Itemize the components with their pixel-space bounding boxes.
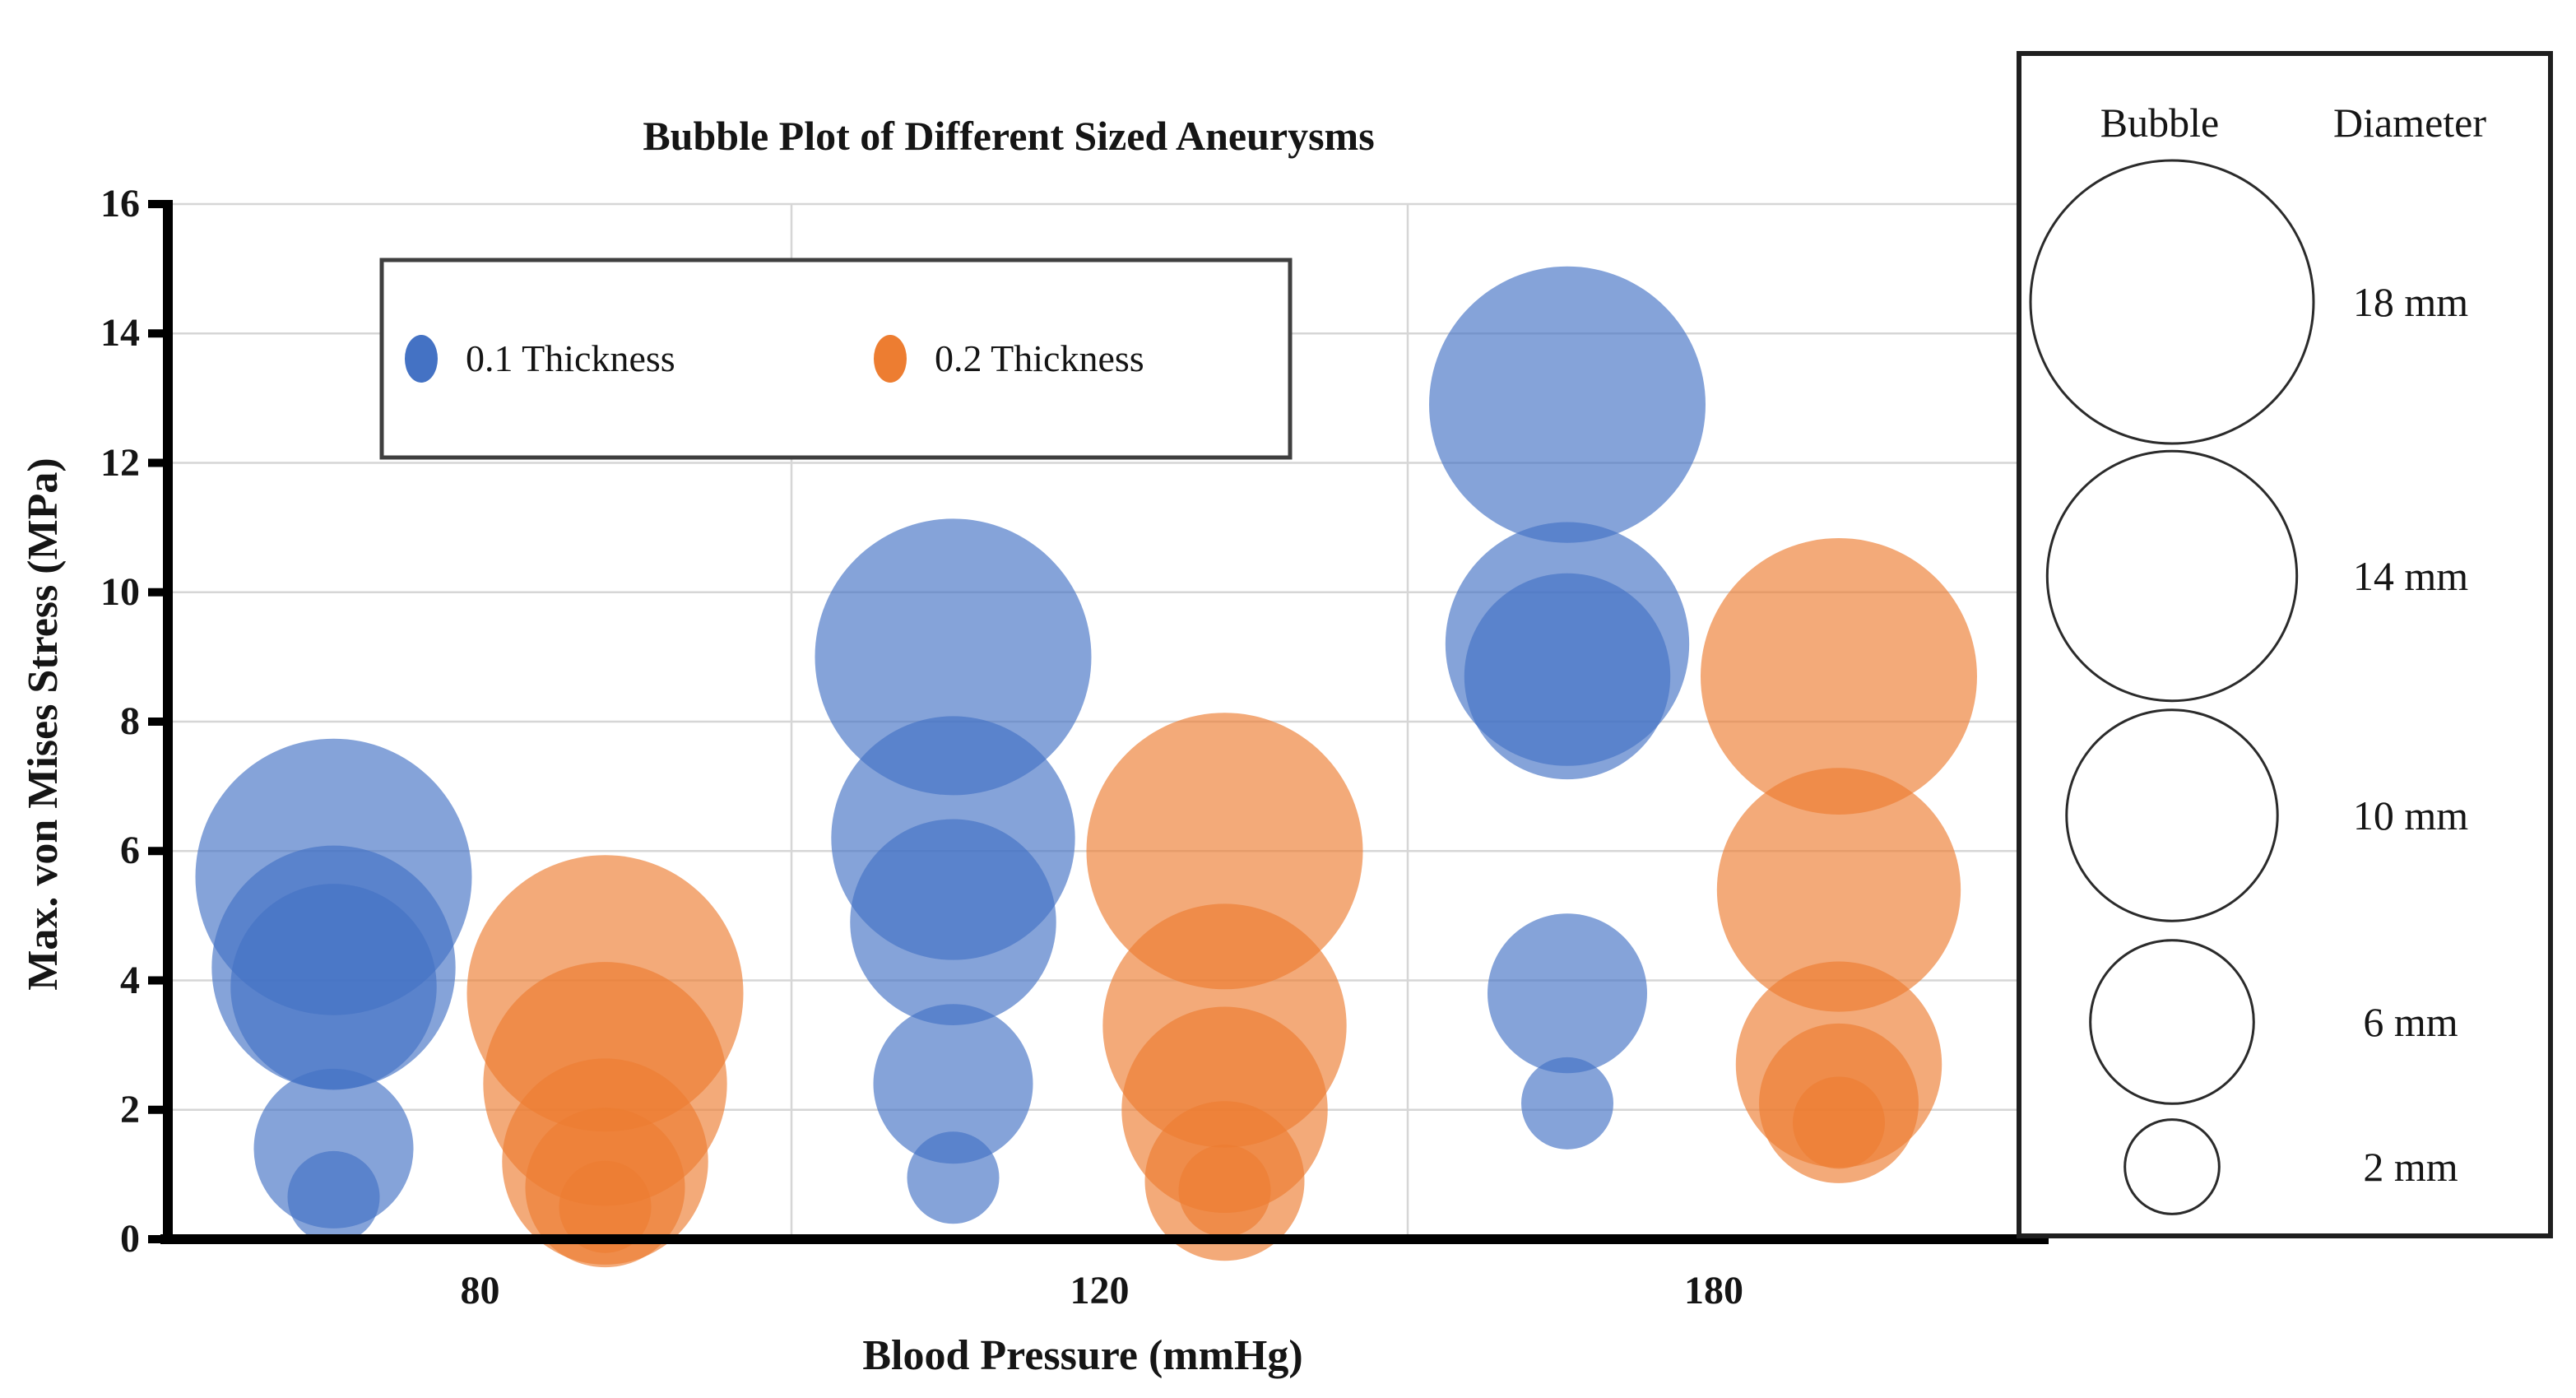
size-legend-circle-6mm: [2089, 939, 2255, 1105]
size-legend-header-bubble: Bubble: [2100, 100, 2220, 146]
x-axis-category-label: 80: [460, 1269, 500, 1312]
legend-label-0.2-thickness: 0.2 Thickness: [935, 337, 1144, 379]
y-axis-tick-label: 0: [120, 1217, 140, 1261]
legend-swatch-0.2-thickness: [874, 335, 907, 383]
chart-bubble: [287, 1150, 380, 1243]
y-axis-tick: [148, 1235, 171, 1243]
y-axis-tick-label: 10: [100, 569, 140, 614]
chart-bubble: [850, 819, 1056, 1025]
chart-bubble: [230, 884, 437, 1090]
legend-box: [379, 258, 1293, 460]
chart-bubble: [815, 518, 1092, 796]
y-axis-tick: [148, 847, 171, 856]
size-legend-label-10mm: 10 mm: [2352, 792, 2469, 838]
chart-bubble: [1793, 1076, 1885, 1169]
chart-bubble: [1178, 1145, 1271, 1238]
y-axis-tick-label: 12: [100, 440, 140, 485]
chart-bubble: [1488, 913, 1647, 1074]
size-legend-circle-10mm: [2065, 708, 2279, 922]
x-axis-title: Blood Pressure (mmHg): [862, 1332, 1303, 1379]
x-axis-category-label: 180: [1684, 1269, 1743, 1312]
x-axis-line: [160, 1234, 2049, 1244]
y-axis-tick: [148, 329, 171, 338]
size-legend-circle-2mm: [2123, 1118, 2221, 1215]
chart-bubble: [559, 1160, 652, 1253]
chart-bubble: [1464, 573, 1671, 780]
y-axis-tick: [148, 718, 171, 726]
chart-bubble: [1086, 713, 1363, 990]
y-axis-tick: [148, 1105, 171, 1114]
chart-bubble: [1716, 768, 1961, 1012]
y-axis-tick: [148, 588, 171, 597]
y-axis-tick: [148, 200, 171, 208]
size-legend-label-2mm: 2 mm: [2363, 1144, 2458, 1190]
size-legend-circle-18mm: [2029, 159, 2315, 445]
legend-label-0.1-thickness: 0.1 Thickness: [466, 337, 675, 379]
y-axis-tick-label: 4: [120, 958, 140, 1002]
chart-bubble: [907, 1131, 1000, 1224]
size-legend-label-14mm: 14 mm: [2352, 553, 2469, 599]
chart-bubble: [1701, 537, 1977, 815]
y-axis-tick-label: 2: [120, 1087, 140, 1131]
y-axis-tick-label: 6: [120, 829, 140, 873]
y-axis-tick-label: 14: [100, 311, 140, 355]
x-axis-category-label: 120: [1070, 1269, 1130, 1312]
size-legend-header-diameter: Diameter: [2332, 100, 2486, 146]
chart-bubble: [873, 1004, 1033, 1164]
chart-bubble: [1521, 1057, 1613, 1150]
legend-swatch-0.1-thickness: [405, 335, 438, 383]
y-axis-tick-label: 8: [120, 699, 140, 743]
y-axis-tick-label: 16: [100, 182, 140, 225]
chart-title: Bubble Plot of Different Sized Aneurysms: [643, 113, 1375, 159]
y-axis-tick: [148, 458, 171, 467]
chart-bubble: [1429, 266, 1706, 543]
size-legend-label-6mm: 6 mm: [2363, 999, 2458, 1045]
size-legend-box: [2017, 51, 2553, 1238]
size-legend-label-18mm: 18 mm: [2352, 279, 2469, 325]
y-axis-tick: [148, 976, 171, 985]
size-legend-circle-14mm: [2045, 449, 2299, 703]
